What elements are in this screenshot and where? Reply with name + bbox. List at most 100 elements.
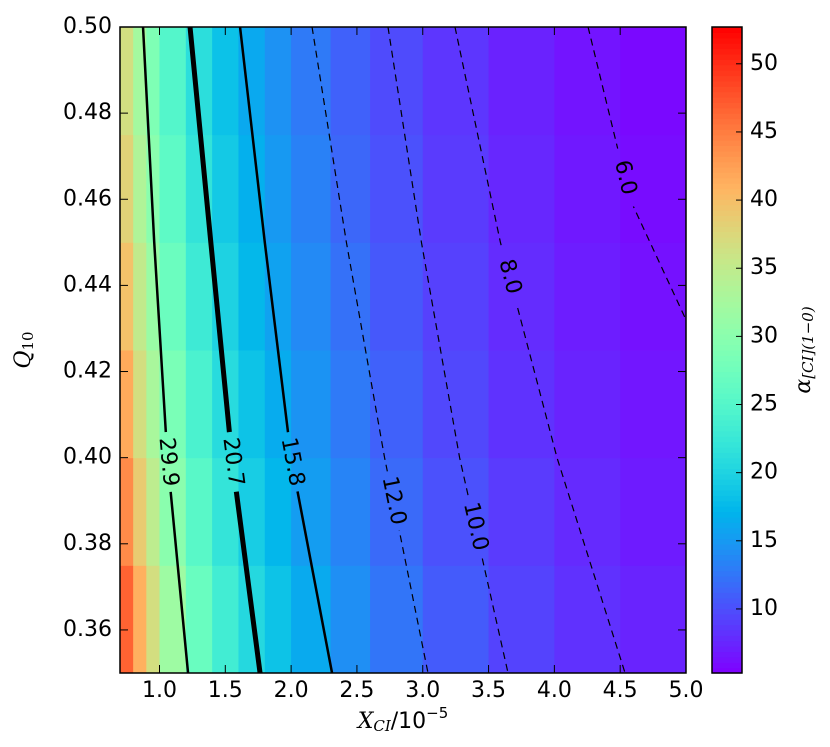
heat-cell: [238, 134, 266, 243]
heat-cell: [554, 27, 621, 136]
heat-cell: [133, 350, 147, 459]
colorbar-step: [712, 242, 742, 249]
heat-cell: [146, 565, 160, 673]
x-axis-label: XCI/10−5: [356, 704, 449, 736]
heat-cell: [291, 565, 332, 673]
heat-cell: [554, 565, 621, 673]
colorbar-step: [712, 172, 742, 179]
colorbar-tick-label: 25: [750, 392, 778, 417]
colorbar-step: [712, 463, 742, 470]
heat-cell: [185, 457, 213, 566]
heatmap: [120, 27, 686, 673]
colorbar-step: [712, 274, 742, 281]
colorbar-step: [712, 43, 742, 50]
colorbar-tick-label: 50: [750, 51, 778, 76]
heat-cell: [620, 457, 686, 566]
colorbar-step: [712, 522, 742, 529]
colorbar-step: [712, 226, 742, 233]
colorbar-step: [712, 344, 742, 351]
colorbar-tick-label: 40: [750, 187, 778, 212]
colorbar-step: [712, 296, 742, 303]
colorbar-step: [712, 629, 742, 636]
heat-cell: [488, 27, 555, 136]
heat-cell: [620, 350, 686, 459]
colorbar-step: [712, 425, 742, 432]
colorbar-step: [712, 533, 742, 540]
colorbar-step: [712, 145, 742, 152]
heat-cell: [554, 134, 621, 243]
colorbar-tick-label: 35: [750, 255, 778, 280]
colorbar-step: [712, 441, 742, 448]
contour-line: [141, 27, 190, 673]
colorbar-step: [712, 253, 742, 260]
colorbar-step: [712, 646, 742, 653]
colorbar-step: [712, 258, 742, 265]
colorbar-step: [712, 350, 742, 356]
colorbar-step: [712, 586, 742, 593]
heat-cell: [554, 242, 621, 351]
colorbar-tick-label: 10: [750, 596, 778, 621]
contour-label: 29.9: [154, 436, 184, 487]
colorbar-step: [712, 457, 742, 464]
heat-cell: [120, 27, 134, 136]
colorbar-step: [712, 53, 742, 60]
colorbar-step: [712, 86, 742, 93]
heat-cell: [212, 134, 239, 243]
heat-cell: [291, 134, 332, 243]
colorbar-step: [712, 570, 742, 577]
heat-cell: [370, 242, 424, 351]
contour-line: [454, 27, 626, 673]
y-tick-label: 0.50: [63, 14, 112, 39]
colorbar-step: [712, 398, 742, 405]
colorbar-step: [712, 312, 742, 319]
colorbar-step: [712, 511, 742, 518]
colorbar-step: [712, 495, 742, 502]
colorbar-step: [712, 231, 742, 238]
heat-cell: [238, 242, 266, 351]
heat-cell: [146, 457, 160, 566]
heat-cell: [620, 27, 686, 136]
colorbar-step: [712, 220, 742, 227]
heat-cell: [185, 242, 213, 351]
y-tick-label: 0.38: [63, 531, 112, 556]
heat-cell: [159, 27, 187, 136]
colorbar-step: [712, 37, 742, 44]
colorbar-step: [712, 156, 742, 163]
x-tick-label: 3.0: [405, 678, 440, 703]
colorbar-step: [712, 554, 742, 561]
colorbar-tick-label: 30: [750, 323, 778, 348]
heat-cell: [330, 350, 371, 459]
heat-cell: [330, 242, 371, 351]
colorbar-step: [712, 393, 742, 400]
heat-cell: [146, 350, 160, 459]
colorbar-step: [712, 479, 742, 486]
colorbar-step: [712, 500, 742, 507]
colorbar-step: [712, 199, 742, 206]
colorbar-step: [712, 166, 742, 173]
colorbar-step: [712, 215, 742, 222]
colorbar-step: [712, 183, 742, 190]
colorbar-step: [712, 210, 742, 217]
heat-cell: [488, 457, 555, 566]
x-tick-label: 2.0: [274, 678, 309, 703]
y-tick-label: 0.42: [63, 359, 112, 384]
heat-cell: [133, 242, 147, 351]
contour-line: [387, 27, 509, 673]
heat-cell: [120, 457, 134, 566]
heat-cell: [330, 134, 371, 243]
colorbar-step: [712, 403, 742, 410]
y-tick-label: 0.44: [63, 272, 112, 297]
heat-cell: [554, 457, 621, 566]
colorbar-step: [712, 489, 742, 496]
colorbar-step: [712, 516, 742, 523]
plot-frame: [119, 26, 687, 674]
heat-cell: [330, 457, 371, 566]
colorbar-step: [712, 80, 742, 87]
colorbar-step: [712, 581, 742, 588]
colorbar-step: [712, 113, 742, 120]
contour-line: [311, 27, 429, 673]
colorbar-step: [712, 134, 742, 141]
colorbar-step: [712, 635, 742, 642]
heat-cell: [488, 350, 555, 459]
overlay: 29.9 20.7 15.812.0 10.08.06.01.0 1.5 2.0 2.5 3.…: [63, 14, 778, 703]
